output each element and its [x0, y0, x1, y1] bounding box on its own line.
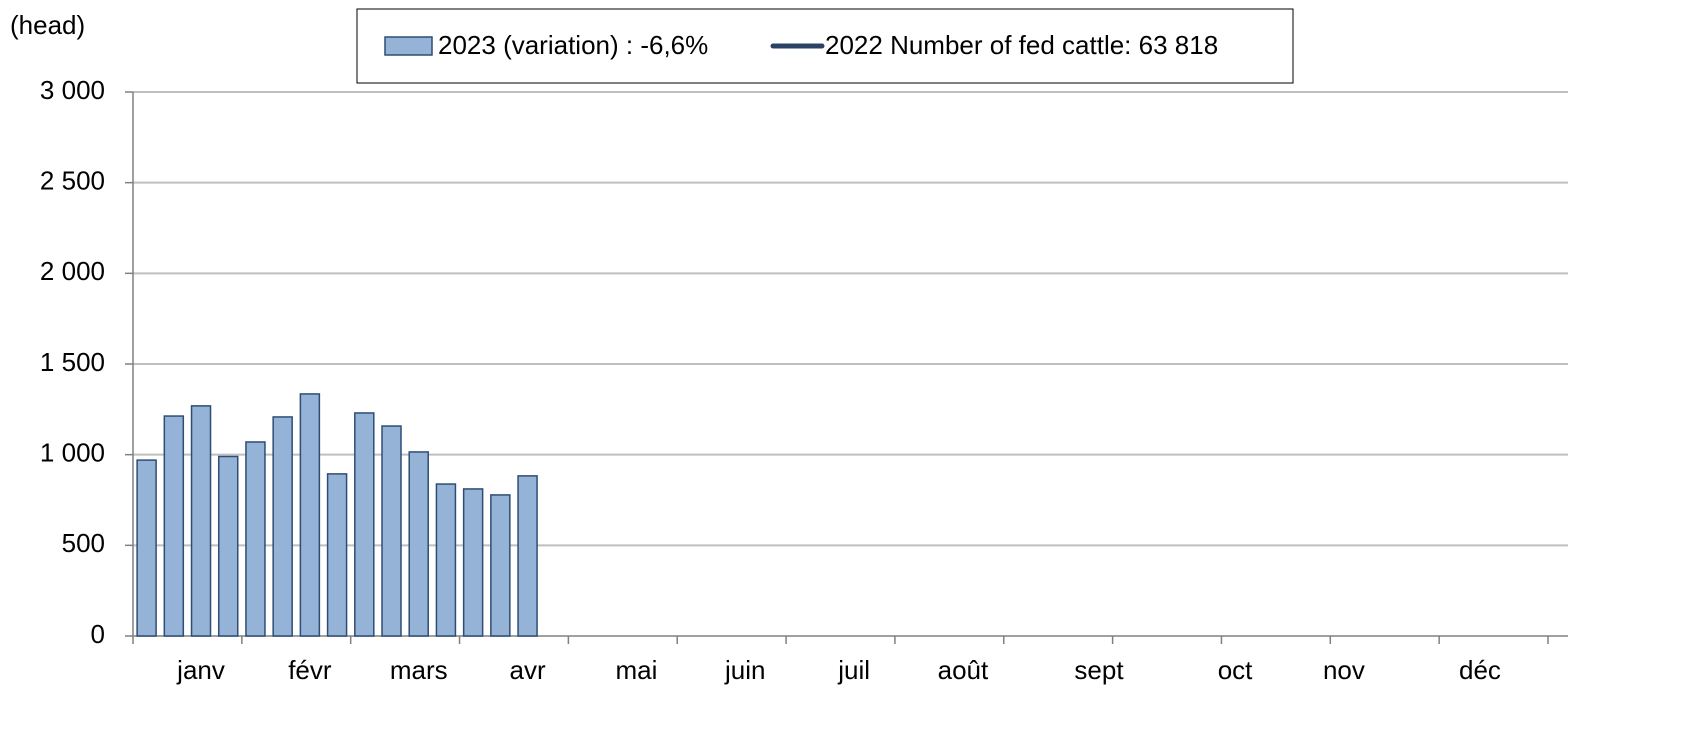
legend-swatch — [384, 36, 433, 56]
bar — [190, 405, 212, 637]
bar — [490, 494, 511, 637]
y-tick-label: 500 — [62, 528, 105, 558]
bar — [245, 441, 266, 637]
y-tick-label: 1 500 — [40, 347, 105, 377]
x-tick-label: janv — [176, 655, 225, 685]
x-tick-label: mars — [390, 655, 448, 685]
legend-label: 2023 (variation) : -6,6% — [438, 30, 708, 60]
y-tick-label: 2 500 — [40, 166, 105, 196]
x-tick-label: déc — [1459, 655, 1501, 685]
bar — [435, 483, 457, 637]
bar — [272, 416, 293, 637]
x-tick-label: oct — [1218, 655, 1253, 685]
y-tick-label: 0 — [91, 619, 105, 649]
y-tick-label: 1 000 — [40, 438, 105, 468]
x-tick-label: sept — [1074, 655, 1124, 685]
y-axis-label: (head) — [10, 10, 85, 40]
bar — [408, 451, 429, 637]
bar — [299, 393, 321, 637]
bar — [136, 459, 157, 637]
bar — [381, 425, 402, 637]
bar — [462, 488, 484, 637]
x-tick-label: août — [938, 655, 989, 685]
bar — [163, 415, 185, 637]
x-tick-label: mai — [615, 655, 657, 685]
legend-label: 2022 Number of fed cattle: 63 818 — [825, 30, 1218, 60]
bar — [217, 455, 239, 637]
bar — [517, 475, 538, 637]
bar — [326, 473, 348, 637]
y-tick-label: 2 000 — [40, 256, 105, 286]
bar — [354, 412, 375, 637]
x-tick-label: avr — [510, 655, 546, 685]
x-tick-label: févr — [288, 655, 332, 685]
x-tick-label: nov — [1323, 655, 1365, 685]
x-tick-label: juil — [837, 655, 870, 685]
legend-box — [356, 8, 1294, 84]
x-tick-label: juin — [724, 655, 765, 685]
y-tick-label: 3 000 — [40, 75, 105, 105]
